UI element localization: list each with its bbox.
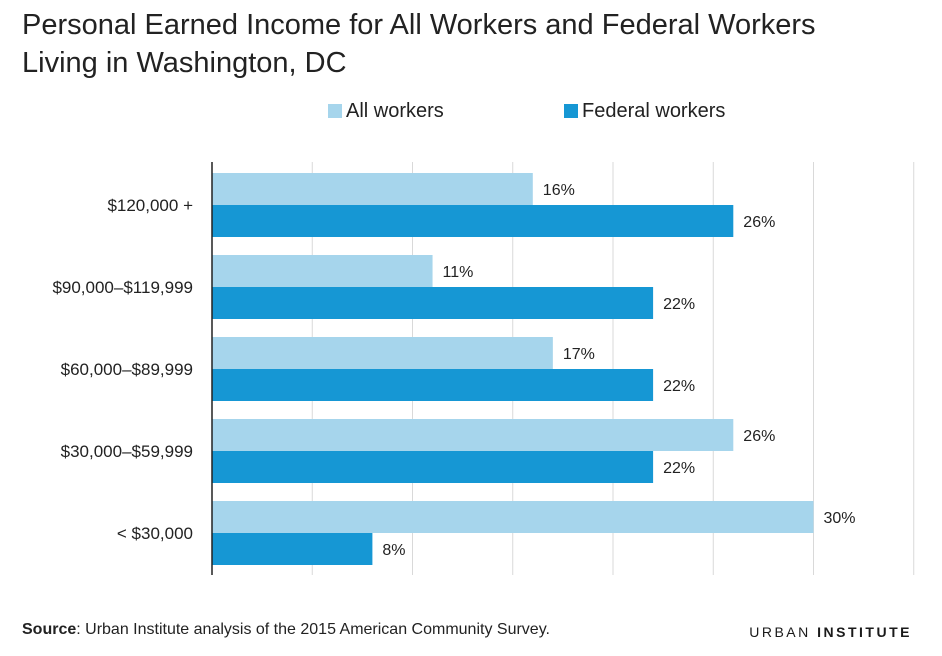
source-note: Source: Urban Institute analysis of the …: [22, 621, 550, 639]
legend-item-all-workers: All workers: [328, 96, 444, 126]
bar-federal-workers: [212, 287, 654, 319]
legend-item-federal-workers: Federal workers: [564, 96, 725, 126]
data-label: 17%: [563, 346, 595, 363]
chart-title: Personal Earned Income for All Workers a…: [22, 6, 922, 82]
bar-federal-workers: [212, 205, 734, 237]
bar-all-workers: [212, 255, 433, 287]
source-label: Source: [22, 621, 77, 638]
bar-federal-workers: [212, 369, 654, 401]
data-label: 22%: [663, 296, 695, 313]
data-label: 22%: [663, 460, 695, 477]
data-label: 22%: [663, 378, 695, 395]
urban-institute-logo: URBAN INSTITUTE: [749, 624, 912, 640]
data-label: 16%: [543, 182, 575, 199]
bar-chart: $120,000 + 16% 26% $90,000–$119,999 11% 22% $6…: [52, 162, 915, 575]
category-label: $90,000–$119,999: [52, 278, 193, 297]
data-label: 11%: [443, 264, 474, 281]
legend-label-all-workers: All workers: [346, 99, 444, 122]
brand-part-1: URBAN: [749, 624, 811, 640]
data-label: 26%: [743, 214, 775, 231]
chart-title-line-2: Living in Washington, DC: [22, 47, 347, 79]
data-label: 30%: [824, 510, 856, 527]
chart-title-line-1: Personal Earned Income for All Workers a…: [22, 9, 816, 41]
brand-part-2: INSTITUTE: [817, 624, 912, 640]
chart-legend: All workers Federal workers: [0, 96, 942, 126]
bar-all-workers: [212, 501, 814, 533]
data-label: 26%: [743, 428, 775, 445]
bar-all-workers: [212, 419, 734, 451]
bar-all-workers: [212, 337, 553, 369]
category-label: $60,000–$89,999: [61, 360, 193, 379]
data-label: 8%: [382, 542, 405, 559]
bar-federal-workers: [212, 533, 373, 565]
category-label: $120,000 +: [107, 196, 193, 215]
source-text: : Urban Institute analysis of the 2015 A…: [76, 621, 550, 638]
bar-federal-workers: [212, 451, 654, 483]
legend-label-federal-workers: Federal workers: [582, 99, 726, 122]
category-label: < $30,000: [117, 524, 193, 543]
bar-all-workers: [212, 173, 533, 205]
legend-swatch-all-workers: [328, 104, 342, 118]
category-label: $30,000–$59,999: [61, 442, 193, 461]
legend-swatch-federal-workers: [564, 104, 578, 118]
